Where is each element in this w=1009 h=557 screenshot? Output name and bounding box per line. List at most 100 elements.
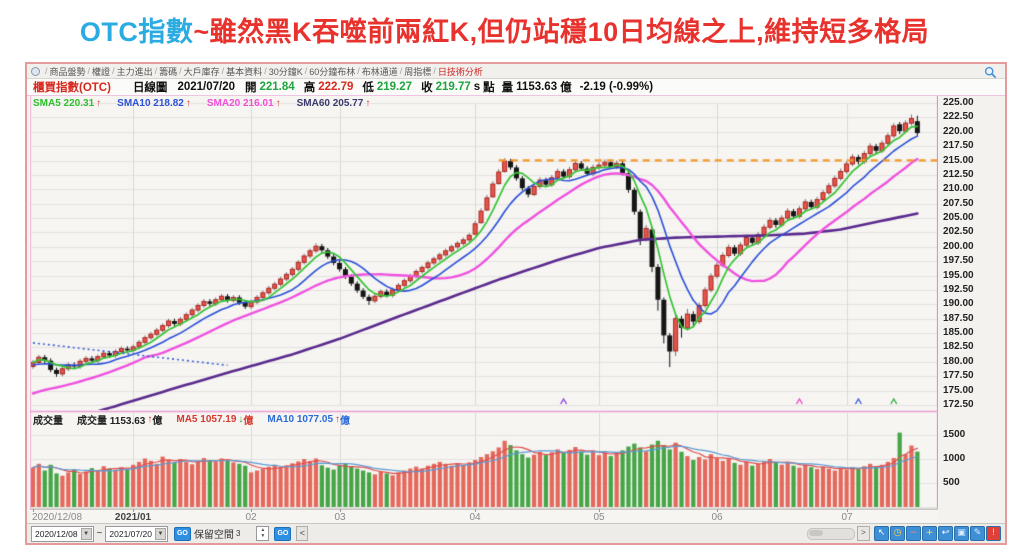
alert-bell-icon[interactable]: ! <box>986 526 1001 541</box>
date-tick <box>599 509 600 512</box>
price-axis-label: 207.50 <box>943 197 974 209</box>
price-axis-label: 185.00 <box>943 327 974 339</box>
bottom-toolbar: 2020/12/08 ▼ ~2021/07/20 ▼ GO 保留空間 3 ▲ ▼ GO < > ↖ ◷ − +… <box>27 523 1005 543</box>
chart-window: / 商品盤勢 / 權證 / 主力進出 / 籌碼 / 大戶庫存 / 基本資料/30分鐘K/60分鐘布林 /… <box>25 62 1007 545</box>
quote-segment: 收 <box>421 82 433 94</box>
price-axis-label: 202.50 <box>943 226 974 238</box>
date-label: 03 <box>334 512 346 523</box>
tab-bar: / 商品盤勢 / 權證 / 主力進出 / 籌碼 / 大戶庫存 / 基本資料/30分鐘K/60分鐘布林 /… <box>27 64 1005 79</box>
date-label: 07 <box>841 512 853 523</box>
price-volume-chart-canvas[interactable] <box>30 96 938 509</box>
to-date-value: 2021/07/20 <box>109 528 152 539</box>
fullscreen-icon[interactable]: ▣ <box>954 526 969 541</box>
tab-2[interactable]: 權證 <box>92 66 111 77</box>
quote-line: 櫃買指數(OTC) 日線圖 2021/07/20 開 221.84 高 222.79 低 219… <box>27 79 1005 96</box>
stepper-down-icon[interactable]: ▼ <box>260 533 266 539</box>
date-label: 06 <box>711 512 723 523</box>
reserve-space-label: 保留空間 <box>193 530 234 541</box>
price-axis-label: 195.00 <box>943 269 974 281</box>
price-axis-label: 212.50 <box>943 168 974 180</box>
quote-segment: 櫃買指數(OTC) <box>33 82 111 94</box>
tab-separator: / <box>357 66 360 76</box>
tab-7[interactable]: 30分鐘K <box>268 66 303 77</box>
price-axis-label: 182.50 <box>943 341 974 353</box>
tab-3[interactable]: 主力進出 <box>116 66 153 77</box>
tab-1[interactable]: 商品盤勢 <box>49 66 86 77</box>
tab-4[interactable]: 籌碼 <box>159 66 178 77</box>
price-axis-label: 220.00 <box>943 125 974 137</box>
date-label: 05 <box>593 512 605 523</box>
tab-separator: / <box>45 66 48 76</box>
date-tick <box>251 509 252 512</box>
quote-segment: 億 <box>560 82 572 94</box>
price-axis-label: 210.00 <box>943 183 974 195</box>
headline: OTC指數~雖然黑K吞噬前兩紅K,但仍站穩10日均線之上,維持短多格局 <box>0 10 1009 49</box>
pan-cursor-icon[interactable]: ↖ <box>874 526 889 541</box>
date-range-tilde: ~ <box>96 528 103 539</box>
quote-segment: 2021/07/20 <box>177 81 235 93</box>
tab-9[interactable]: 布林通道 <box>361 66 398 77</box>
window-menu-icon[interactable] <box>31 66 40 76</box>
tab-separator: / <box>221 66 225 76</box>
scroll-right-button[interactable]: > <box>857 526 870 541</box>
tab-separator: / <box>433 66 436 76</box>
time-icon[interactable]: ◷ <box>890 526 905 541</box>
collapse-left-button[interactable]: < <box>296 526 309 541</box>
quote-segment: 222.79 <box>318 81 354 93</box>
zoom-out-icon[interactable]: − <box>906 526 921 541</box>
price-axis-label: 222.50 <box>943 111 974 123</box>
price-axis-label: 197.50 <box>943 255 974 267</box>
chart-scrollbar-thumb[interactable] <box>809 529 823 536</box>
date-axis: 2020/12/08 2021/01 02 03 04 05 06 07 <box>30 509 938 523</box>
draw-pencil-icon[interactable]: ✎ <box>970 526 985 541</box>
quote-segment: 高 <box>303 82 316 94</box>
toolbar-right-cluster: > ↖ ◷ − + ↩ ▣ ✎! <box>807 526 1001 541</box>
quote-segment: 量 <box>501 82 514 94</box>
date-tick <box>847 509 848 512</box>
go-button[interactable]: GO <box>173 526 191 541</box>
tab-6[interactable]: 基本資料 <box>226 66 263 77</box>
tab-separator: / <box>87 66 91 76</box>
zoom-in-icon[interactable]: + <box>922 526 937 541</box>
tab-8[interactable]: 60分鐘布林 <box>309 66 356 77</box>
date-label: 04 <box>469 512 481 523</box>
price-axis-label: 180.00 <box>943 355 974 367</box>
volume-axis-label: 500 <box>943 477 960 488</box>
tab-separator: / <box>154 66 158 76</box>
magnifier-icon[interactable] <box>984 66 997 79</box>
date-label: 2020/12/08 <box>32 512 83 523</box>
headline-comment: ~雖然黑K吞噬前兩紅K,但仍站穩10日均線之上,維持短多格局 <box>193 17 930 47</box>
reserve-space-value: 3 <box>235 529 241 538</box>
dropdown-arrow-icon[interactable]: ▼ <box>154 527 166 540</box>
date-label: 02 <box>245 512 257 523</box>
headline-ticker: OTC指數 <box>79 17 194 47</box>
tab-separator: / <box>399 66 403 76</box>
tab-separator: / <box>179 66 182 76</box>
price-axis-label: 172.50 <box>943 399 974 410</box>
quote-segment: 219.27 <box>376 81 413 93</box>
date-tick <box>340 509 341 512</box>
chart-scrollbar[interactable] <box>807 527 855 540</box>
reserve-space-stepper[interactable]: ▲ ▼ <box>256 526 270 541</box>
undo-icon[interactable]: ↩ <box>938 526 953 541</box>
tab-separator: / <box>112 66 115 76</box>
price-axis-label: 177.50 <box>943 370 974 382</box>
go-button-2[interactable]: GO <box>274 526 292 541</box>
tab-10[interactable]: 周指標 <box>404 66 432 77</box>
date-tick <box>717 509 718 512</box>
price-axis-label: 187.50 <box>943 312 974 324</box>
from-date-select[interactable]: 2020/12/08 ▼ <box>31 525 94 542</box>
price-axis-label: 215.00 <box>943 154 974 166</box>
price-axis-label: 190.00 <box>943 298 974 310</box>
tab-5[interactable]: 大戶庫存 <box>183 66 220 77</box>
stepper-up-icon[interactable]: ▲ <box>260 527 266 533</box>
price-axis-label: 200.00 <box>943 240 974 252</box>
dropdown-arrow-icon[interactable]: ▼ <box>80 527 92 540</box>
quote-segment: 221.84 <box>259 81 295 93</box>
date-tick <box>33 509 34 512</box>
price-axis-label: 205.00 <box>943 212 974 224</box>
quote-segment: -2.19 (-0.99%) <box>579 81 654 93</box>
to-date-select[interactable]: 2021/07/20 ▼ <box>105 525 168 542</box>
tab-11[interactable]: 日技術分析 <box>437 66 483 77</box>
quote-segment: s <box>473 81 481 93</box>
